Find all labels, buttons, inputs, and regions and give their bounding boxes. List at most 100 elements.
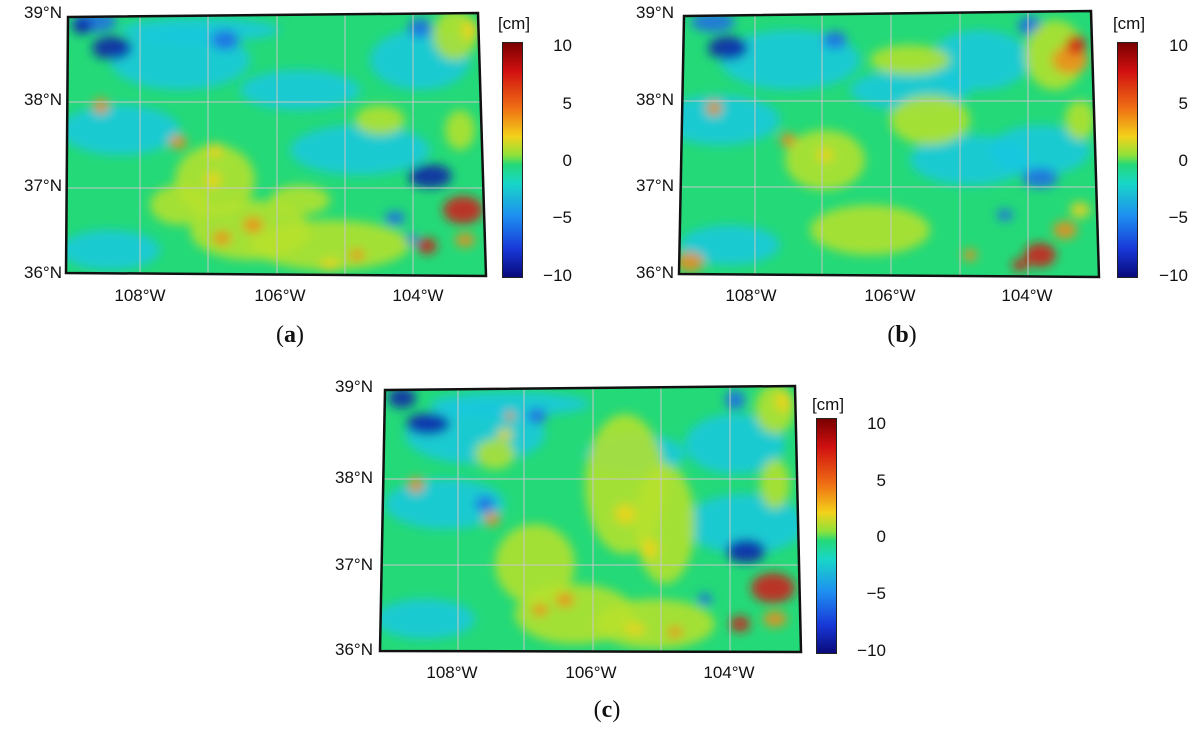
deformation-patch <box>388 388 416 408</box>
lon-label-106: 106°W <box>565 663 617 682</box>
colorbar-tick-0: 0 <box>1178 151 1188 170</box>
deformation-patch <box>462 20 478 40</box>
colorbar-tick-minus10: −10 <box>1159 266 1188 285</box>
deformation-patch <box>725 390 745 410</box>
deformation-patch <box>870 45 950 75</box>
deformation-patch <box>408 164 452 188</box>
deformation-patch <box>668 626 682 638</box>
deformation-patch <box>990 125 1090 175</box>
lat-label-37: 37°N <box>636 176 674 195</box>
deformation-patch <box>730 616 750 632</box>
lon-label-108: 108°W <box>114 286 166 305</box>
deformation-patch <box>443 196 483 224</box>
deformation-patch <box>775 392 791 412</box>
deformation-patch <box>475 439 515 469</box>
deformation-patch <box>1066 35 1086 55</box>
lon-label-104: 104°W <box>392 286 444 305</box>
lat-label-39: 39°N <box>24 3 62 22</box>
deformation-patch <box>635 464 695 584</box>
colorbar-tick-0: 0 <box>876 527 886 546</box>
map-frame <box>378 384 803 654</box>
lon-label-106: 106°W <box>864 286 916 305</box>
deformation-patch <box>417 238 437 254</box>
colorbar-tick-minus5: −5 <box>552 208 572 227</box>
lat-label-36: 36°N <box>636 263 674 282</box>
deformation-patch <box>66 105 180 155</box>
panel-b: 39°N 38°N 37°N 36°N 108°W 106°W 104°W [c… <box>610 0 1200 360</box>
deformation-patch <box>66 230 160 270</box>
deformation-patch <box>1053 221 1077 239</box>
panel-caption: (b) <box>887 322 917 348</box>
panel-c: 39°N 38°N 37°N 36°N 108°W 106°W 104°W [c… <box>305 374 905 735</box>
lon-label-108: 108°W <box>725 286 777 305</box>
deformation-patch <box>207 143 223 157</box>
deformation-patch <box>615 504 635 524</box>
lat-label-39: 39°N <box>335 377 373 396</box>
lat-label-38: 38°N <box>335 468 373 487</box>
deformation-patch <box>270 185 330 215</box>
map-frame <box>677 9 1101 279</box>
deformation-patch <box>408 18 432 38</box>
colorbar-unit: [cm] <box>811 395 845 414</box>
deformation-patch <box>385 211 405 225</box>
deformation-patch <box>823 31 847 49</box>
panel-caption: (c) <box>593 697 621 723</box>
deformation-map-b <box>677 9 1101 279</box>
lat-label-37: 37°N <box>24 176 62 195</box>
colorbar-tick-minus5: −5 <box>1168 208 1188 227</box>
lon-label-106: 106°W <box>254 286 306 305</box>
deformation-patch <box>211 30 239 50</box>
colorbar-tick-5: 5 <box>876 471 886 490</box>
deformation-patch <box>890 95 970 145</box>
deformation-patch <box>495 524 575 604</box>
deformation-patch <box>92 36 132 60</box>
deformation-patch <box>595 599 715 649</box>
deformation-patch <box>698 593 712 605</box>
deformation-patch <box>169 135 187 149</box>
map-frame <box>64 11 488 278</box>
lat-label-36: 36°N <box>335 640 373 659</box>
deformation-patch <box>250 220 410 270</box>
lat-label-37: 37°N <box>335 555 373 574</box>
deformation-patch <box>930 30 1030 90</box>
deformation-patch <box>1024 243 1056 267</box>
deformation-patch <box>497 428 513 440</box>
deformation-patch <box>150 185 210 225</box>
lon-label-104: 104°W <box>703 663 755 682</box>
deformation-patch <box>810 205 930 255</box>
deformation-patch <box>780 133 796 147</box>
deformation-patch <box>1022 168 1058 188</box>
deformation-patch <box>1065 100 1095 140</box>
panel-a: 39°N 38°N 37°N 36°N 108°W 106°W 104°W [c… <box>0 0 600 360</box>
deformation-patch <box>240 70 360 110</box>
deformation-patch <box>320 259 340 271</box>
deformation-patch <box>760 459 790 509</box>
deformation-patch <box>963 249 977 261</box>
deformation-patch <box>763 611 787 627</box>
colorbar <box>502 42 523 278</box>
deformation-patch <box>505 411 515 421</box>
lat-label-38: 38°N <box>636 90 674 109</box>
colorbar-tick-10: 10 <box>553 36 572 55</box>
deformation-patch <box>556 593 574 607</box>
deformation-patch <box>93 98 109 114</box>
lon-label-104: 104°W <box>1001 286 1053 305</box>
deformation-patch <box>475 496 495 512</box>
deformation-patch <box>205 172 221 188</box>
deformation-patch <box>706 100 722 116</box>
lon-label-108: 108°W <box>426 663 478 682</box>
deformation-patch <box>243 217 263 233</box>
panel-caption: (a) <box>276 322 304 348</box>
colorbar-tick-5: 5 <box>562 94 572 113</box>
deformation-patch <box>685 414 785 474</box>
deformation-patch <box>679 252 704 272</box>
colorbar-tick-minus5: −5 <box>866 584 886 603</box>
deformation-patch <box>997 209 1013 221</box>
deformation-patch <box>642 539 658 559</box>
colorbar-tick-0: 0 <box>562 151 572 170</box>
deformation-patch <box>679 95 780 145</box>
deformation-patch <box>708 36 748 60</box>
colorbar <box>816 418 837 654</box>
deformation-patch <box>430 392 590 416</box>
